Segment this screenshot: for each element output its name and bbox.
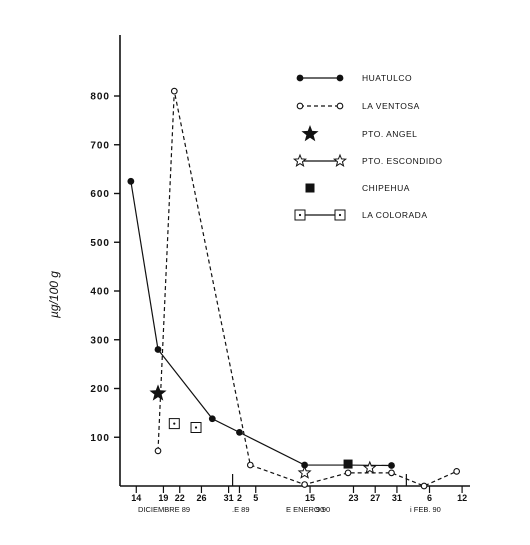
x-tick-label: 22 [175, 493, 185, 503]
point-la-ventosa [420, 482, 428, 490]
point-la-ventosa [453, 468, 461, 475]
point-la-ventosa [154, 447, 162, 455]
x-tick-label: 12 [457, 493, 467, 503]
point-la-colorada-dot [194, 426, 198, 429]
month-label: 90 [316, 505, 324, 514]
x-tick-label: 31 [224, 493, 234, 503]
point-huatulco [208, 415, 216, 423]
legend-marker-pto-angel [301, 125, 319, 142]
legend-marker-la-colorada-dot [338, 213, 342, 217]
x-tick-label: 19 [158, 493, 168, 503]
point-la-ventosa [246, 461, 254, 469]
point-pto-escondido [362, 460, 377, 474]
legend-label-chipehua: CHIPEHUA [362, 183, 410, 193]
y-tick-label: 300 [90, 335, 110, 346]
month-label: i FEB. 90 [410, 505, 441, 514]
y-tick-label: 800 [90, 92, 110, 103]
legend-label-pto-angel: PTO. ANGEL [362, 129, 417, 139]
month-label: E ENERO 90 [286, 505, 330, 514]
point-chipehua [343, 459, 353, 469]
legend: HUATULCO LA VENTOSA PTO. ANGEL PTO. ESCONDI… [292, 73, 443, 221]
legend-label-la-ventosa: LA VENTOSA [362, 101, 420, 111]
x-tick-label: 23 [348, 493, 358, 503]
point-huatulco [154, 346, 162, 353]
legend-marker-la-colorada-dot [298, 213, 302, 217]
y-tick-label: 600 [90, 189, 110, 200]
point-pto-angel [149, 384, 167, 401]
legend-label-la-colorada: LA COLORADA [362, 210, 428, 220]
month-label: DICIEMBRE 89 [138, 505, 190, 514]
point-pto-escondido [297, 465, 312, 479]
legend-marker-la-ventosa [296, 102, 304, 110]
x-tick-label: 6 [427, 493, 432, 503]
x-tick-label: 14 [131, 493, 141, 503]
point-la-ventosa [301, 481, 308, 488]
y-axis-label: µg/100 g [47, 271, 61, 318]
legend-marker-chipehua [305, 183, 315, 193]
x-tick-label: 15 [305, 493, 315, 503]
series-points [127, 87, 461, 490]
point-la-colorada-dot [173, 422, 176, 425]
legend-marker-la-ventosa [336, 102, 344, 110]
y-tick-label: 700 [90, 140, 110, 151]
legend-label-pto-escondido: PTO. ESCONDIDO [362, 156, 443, 166]
point-la-ventosa [388, 469, 395, 477]
point-la-ventosa [170, 87, 178, 95]
y-tick-label: 100 [90, 433, 110, 444]
legend-marker-huatulco [336, 74, 344, 82]
point-la-ventosa [344, 469, 352, 477]
point-huatulco [127, 177, 135, 185]
legend-marker-pto-escondido [332, 153, 348, 167]
month-label: .E 89 [232, 505, 250, 514]
x-tick-label: 31 [392, 493, 402, 503]
point-huatulco [388, 462, 395, 469]
y-tick-label: 400 [90, 287, 110, 298]
y-tick-label: 500 [90, 238, 110, 249]
point-huatulco [301, 461, 309, 469]
legend-label-huatulco: HUATULCO [362, 73, 412, 83]
x-axis-ticks: 14 19 22 26 31 2 5 15 23 27 31 6 12 [131, 474, 467, 503]
series-line-la-ventosa [157, 91, 457, 487]
legend-marker-pto-escondido [292, 153, 308, 167]
x-tick-label: 5 [253, 493, 258, 503]
point-huatulco [236, 428, 243, 436]
legend-marker-huatulco [296, 74, 304, 82]
y-axis-ticks: 100 200 300 400 500 600 700 800 [90, 92, 120, 444]
x-tick-label: 2 [237, 493, 242, 503]
y-tick-label: 200 [90, 384, 110, 395]
chart-axes [119, 35, 470, 487]
x-tick-label: 27 [370, 493, 380, 503]
x-tick-label: 26 [196, 493, 206, 503]
